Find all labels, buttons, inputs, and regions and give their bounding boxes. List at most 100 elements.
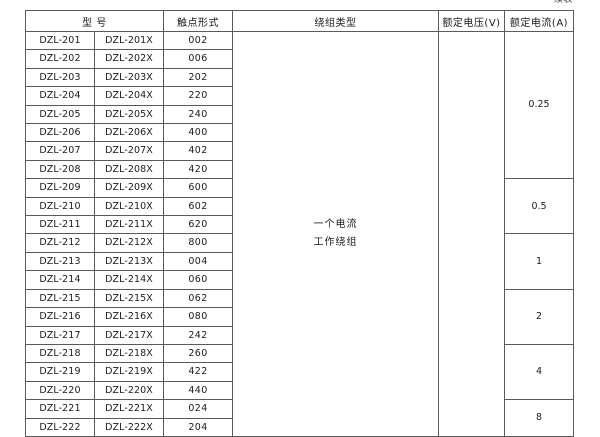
cell-model-variant: DZL-220X bbox=[94, 380, 164, 401]
cell-rated-current: 2 bbox=[504, 288, 574, 345]
cell-model-variant: DZL-213X bbox=[94, 251, 164, 272]
cell-model-primary: DZL-211 bbox=[25, 215, 95, 235]
cell-rated-current: 0.5 bbox=[504, 178, 574, 235]
cell-model-variant: DZL-216X bbox=[94, 307, 164, 327]
cell-rated-voltage bbox=[438, 31, 505, 437]
table-row: DZL-215 DZL-215X 062 2 bbox=[25, 288, 574, 345]
table-row: DZL-217 DZL-217X 242 bbox=[25, 325, 574, 345]
cell-contact-form: 062 bbox=[163, 288, 233, 309]
cell-contact-form: 004 bbox=[163, 251, 233, 272]
cell-model-variant: DZL-204X bbox=[94, 86, 164, 106]
cell-model-primary: DZL-218 bbox=[25, 343, 95, 364]
cell-model-primary: DZL-202 bbox=[25, 49, 95, 69]
cell-model-primary: DZL-201 bbox=[25, 30, 95, 51]
cell-model-primary: DZL-205 bbox=[25, 104, 95, 125]
cell-model-primary: DZL-207 bbox=[25, 141, 95, 161]
table-row: DZL-213 DZL-213X 004 bbox=[25, 251, 574, 272]
cell-contact-form: 024 bbox=[163, 399, 233, 419]
column-header-rated-current: 额定电流(A) bbox=[504, 10, 574, 32]
table-row: DZL-203 DZL-203X 202 bbox=[25, 67, 574, 88]
cell-contact-form: 400 bbox=[163, 123, 233, 143]
cell-model-primary: DZL-213 bbox=[25, 251, 95, 272]
cell-contact-form: 602 bbox=[163, 196, 233, 217]
cell-model-variant: DZL-205X bbox=[94, 104, 164, 125]
cell-model-variant: DZL-222X bbox=[94, 417, 164, 437]
cell-model-primary: DZL-217 bbox=[25, 325, 95, 345]
cell-model-variant: DZL-210X bbox=[94, 196, 164, 217]
table-header: 型 号 触点形式 绕组类型 额定电压(V) 额定电流(A) bbox=[25, 10, 574, 32]
cell-rated-current: 1 bbox=[504, 233, 574, 290]
cell-contact-form: 080 bbox=[163, 307, 233, 327]
cell-model-primary: DZL-214 bbox=[25, 270, 95, 290]
table-row: DZL-219 DZL-219X 422 bbox=[25, 362, 574, 382]
cell-contact-form: 600 bbox=[163, 178, 233, 198]
table-row: DZL-212 DZL-212X 800 1 bbox=[25, 233, 574, 290]
spec-table-container: 型 号 触点形式 绕组类型 额定电压(V) 额定电流(A) DZL-201 DZL… bbox=[25, 10, 574, 437]
cell-model-primary: DZL-209 bbox=[25, 178, 95, 198]
cell-model-primary: DZL-206 bbox=[25, 123, 95, 143]
cell-contact-form: 202 bbox=[163, 67, 233, 88]
winding-type-line-1: 一个电流 bbox=[313, 218, 358, 230]
column-header-winding-type: 绕组类型 bbox=[232, 10, 439, 32]
column-header-contact-form: 触点形式 bbox=[163, 10, 233, 32]
table-row: DZL-211 DZL-211X 620 bbox=[25, 215, 574, 235]
table-row: DZL-206 DZL-206X 400 bbox=[25, 123, 574, 143]
table-row: DZL-207 DZL-207X 402 bbox=[25, 141, 574, 161]
cell-contact-form: 240 bbox=[163, 104, 233, 125]
cell-contact-form: 402 bbox=[163, 141, 233, 161]
table-row: DZL-218 DZL-218X 260 4 bbox=[25, 343, 574, 401]
cell-model-primary: DZL-210 bbox=[25, 196, 95, 217]
cell-contact-form: 220 bbox=[163, 86, 233, 106]
cell-contact-form: 260 bbox=[163, 343, 233, 364]
relay-specification-table: 型 号 触点形式 绕组类型 额定电压(V) 额定电流(A) DZL-201 DZL… bbox=[25, 10, 574, 437]
cell-model-variant: DZL-207X bbox=[94, 141, 164, 161]
cell-model-primary: DZL-219 bbox=[25, 362, 95, 382]
table-row: DZL-208 DZL-208X 420 bbox=[25, 159, 574, 180]
table-row: DZL-214 DZL-214X 060 bbox=[25, 270, 574, 290]
cell-contact-form: 440 bbox=[163, 380, 233, 401]
cell-model-variant: DZL-221X bbox=[94, 399, 164, 419]
cell-contact-form: 242 bbox=[163, 325, 233, 345]
cell-contact-form: 420 bbox=[163, 159, 233, 180]
cell-model-primary: DZL-215 bbox=[25, 288, 95, 309]
cell-model-variant: DZL-208X bbox=[94, 159, 164, 180]
cell-model-primary: DZL-221 bbox=[25, 399, 95, 419]
column-header-model: 型 号 bbox=[25, 10, 164, 32]
cell-model-variant: DZL-218X bbox=[94, 343, 164, 364]
table-row: DZL-220 DZL-220X 440 bbox=[25, 380, 574, 401]
cell-model-variant: DZL-209X bbox=[94, 178, 164, 198]
cell-model-primary: DZL-222 bbox=[25, 417, 95, 437]
winding-type-line-2: 工作绕组 bbox=[313, 236, 358, 248]
cell-model-variant: DZL-217X bbox=[94, 325, 164, 345]
cell-model-primary: DZL-216 bbox=[25, 307, 95, 327]
cell-model-variant: DZL-211X bbox=[94, 215, 164, 235]
cell-model-primary: DZL-220 bbox=[25, 380, 95, 401]
cell-rated-current: 8 bbox=[504, 399, 574, 437]
cell-model-variant: DZL-201X bbox=[94, 30, 164, 51]
continued-table-label: 续表 bbox=[553, 0, 573, 5]
cell-contact-form: 800 bbox=[163, 233, 233, 253]
cell-model-primary: DZL-203 bbox=[25, 67, 95, 88]
cell-model-primary: DZL-204 bbox=[25, 86, 95, 106]
header-row: 型 号 触点形式 绕组类型 额定电压(V) 额定电流(A) bbox=[25, 10, 574, 32]
cell-contact-form: 422 bbox=[163, 362, 233, 382]
table-row: DZL-210 DZL-210X 602 bbox=[25, 196, 574, 217]
cell-model-primary: DZL-208 bbox=[25, 159, 95, 180]
cell-model-variant: DZL-202X bbox=[94, 49, 164, 69]
cell-model-variant: DZL-206X bbox=[94, 123, 164, 143]
cell-contact-form: 060 bbox=[163, 270, 233, 290]
table-row: DZL-202 DZL-202X 006 bbox=[25, 49, 574, 69]
cell-model-variant: DZL-212X bbox=[94, 233, 164, 253]
cell-model-variant: DZL-219X bbox=[94, 362, 164, 382]
table-row: DZL-204 DZL-204X 220 bbox=[25, 86, 574, 106]
cell-model-variant: DZL-214X bbox=[94, 270, 164, 290]
cell-winding-type: 一个电流 工作绕组 bbox=[232, 31, 439, 437]
cell-contact-form: 006 bbox=[163, 49, 233, 69]
table-row: DZL-201 DZL-201X 002 一个电流 工作绕组 0.25 bbox=[25, 30, 574, 437]
table-row: DZL-209 DZL-209X 600 0.5 bbox=[25, 178, 574, 235]
cell-model-variant: DZL-203X bbox=[94, 67, 164, 88]
table-body: DZL-201 DZL-201X 002 一个电流 工作绕组 0.25 DZL-202 DZL… bbox=[25, 30, 574, 437]
column-header-rated-voltage: 额定电压(V) bbox=[438, 10, 505, 32]
cell-contact-form: 204 bbox=[163, 417, 233, 437]
table-row: DZL-216 DZL-216X 080 bbox=[25, 307, 574, 327]
